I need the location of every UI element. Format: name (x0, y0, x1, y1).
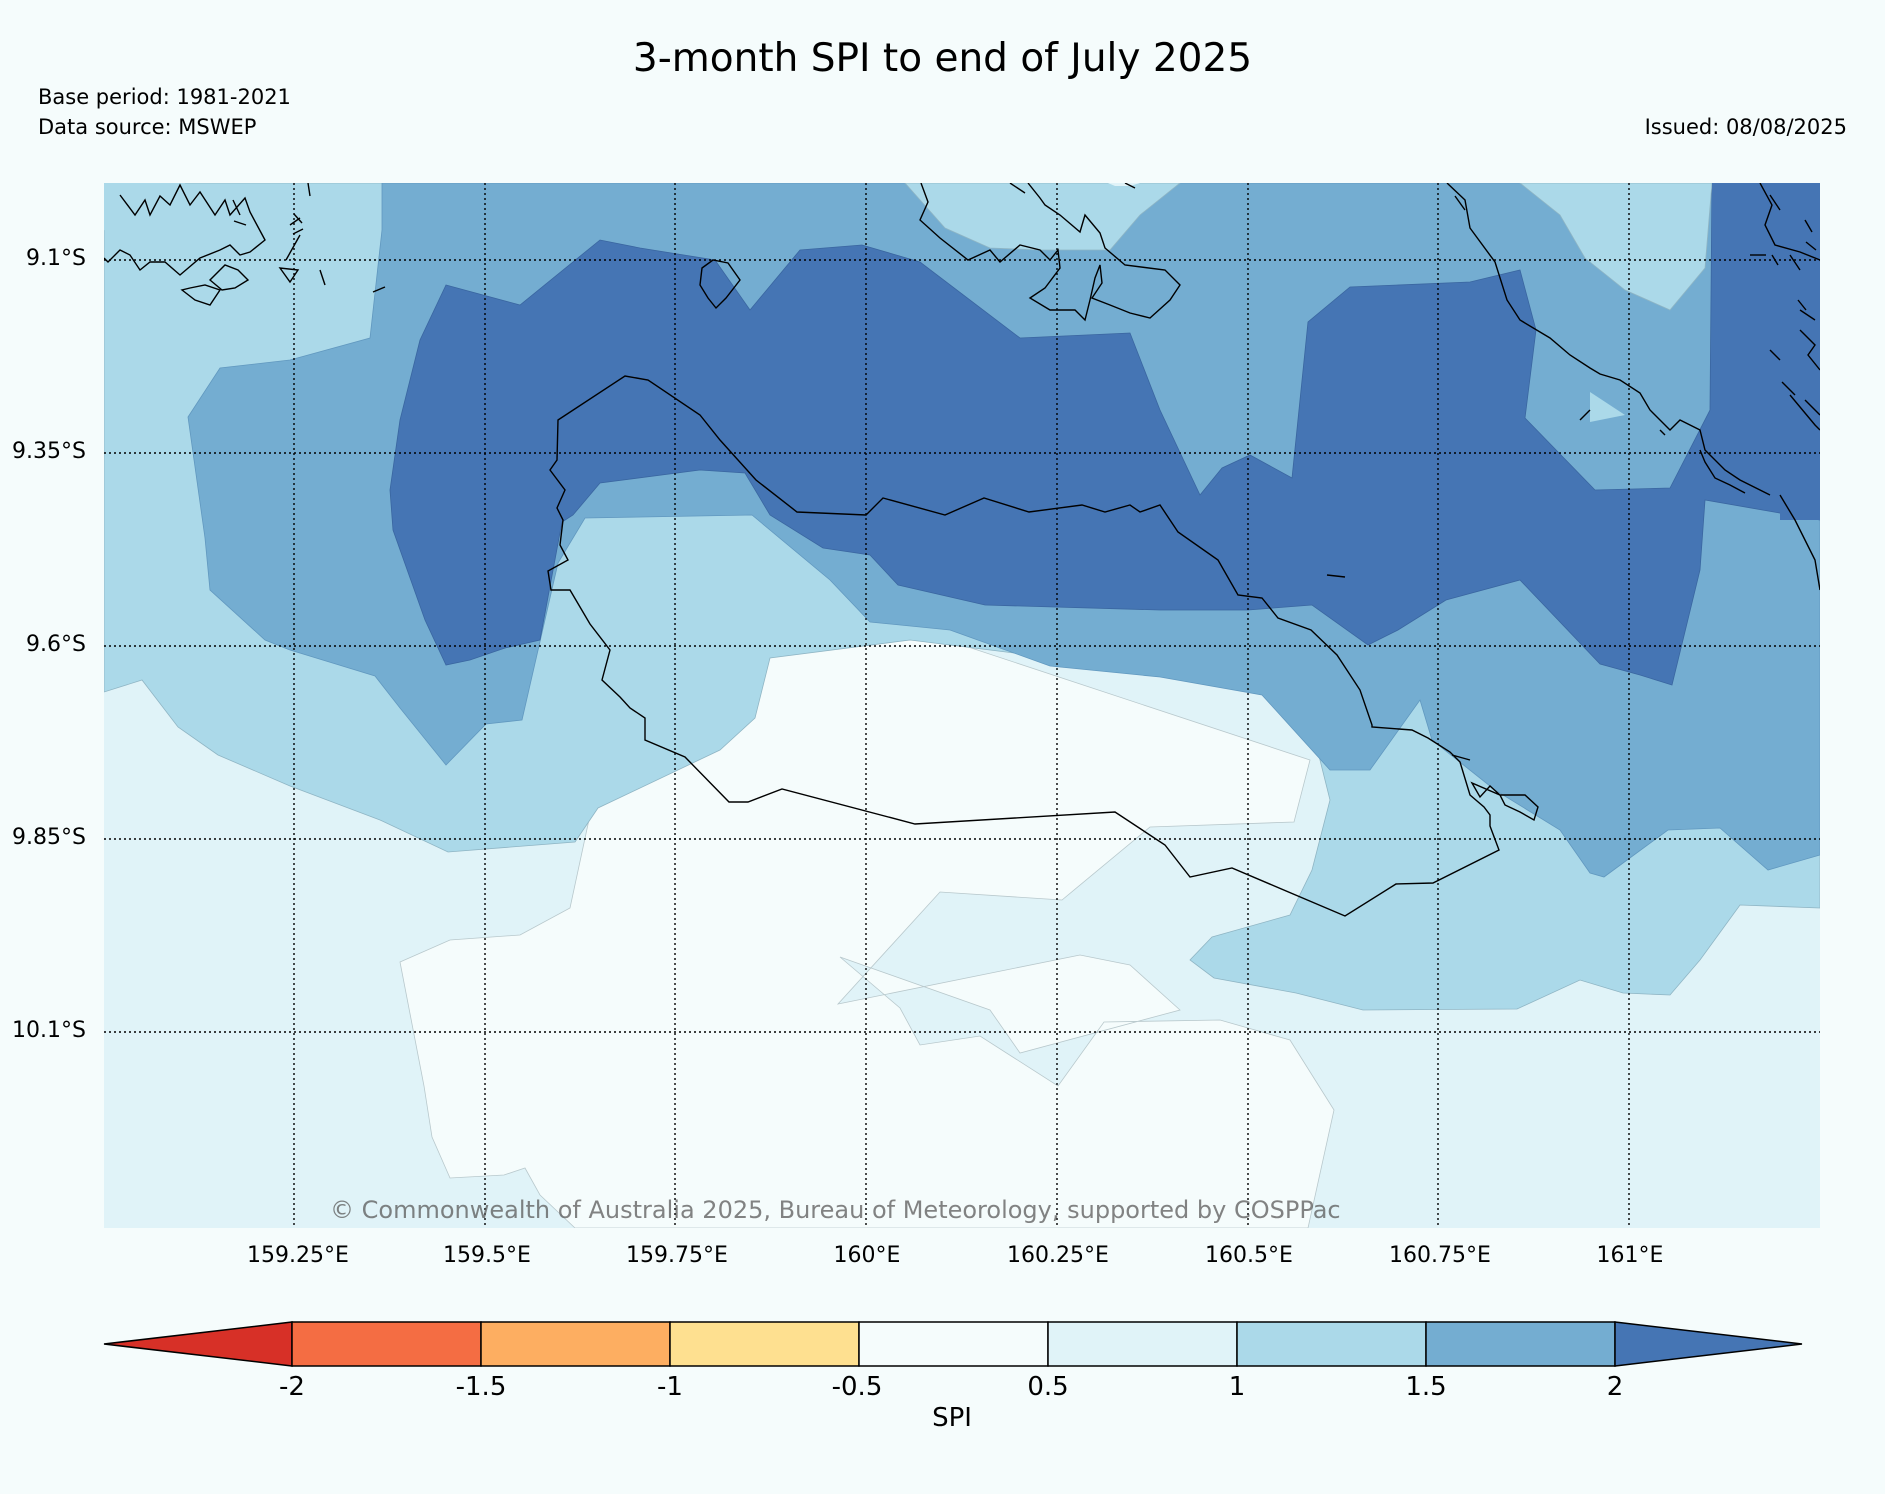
coastline-guadalcanal (547, 375, 1500, 917)
colorbar-seg-4 (858, 1321, 1049, 1367)
coastline-islet-11 (1454, 195, 1466, 211)
longitude-label: 160.25°E (1007, 1243, 1109, 1268)
coastline-west-islet-2 (208, 264, 250, 291)
coastline-islet-16 (1659, 429, 1666, 436)
coastline-islet-32 (1805, 241, 1817, 251)
longitude-label: 159.25°E (247, 1243, 349, 1268)
issued-date-text: Issued: 08/08/2025 (1644, 115, 1847, 139)
colorbar-extend-low (103, 1321, 293, 1367)
latitude-label: 9.85°S (12, 825, 86, 850)
coastline-islet-22 (293, 213, 303, 224)
coastline-islet-26 (1579, 409, 1591, 421)
coastline-islet-3 (1779, 494, 1820, 591)
coastline-layer (104, 183, 1820, 917)
colorbar-extend-high (1614, 1321, 1803, 1367)
colorbar-seg-2 (480, 1321, 671, 1367)
base-period-text: Base period: 1981-2021 (38, 85, 291, 109)
coastline-islet-10 (319, 269, 326, 286)
coastline-islet-9 (372, 286, 386, 293)
colorbar-seg-3 (669, 1321, 860, 1367)
coastline-islet-25 (1781, 381, 1796, 396)
longitude-label: 159.75°E (626, 1243, 728, 1268)
coastline-islet-1 (1470, 781, 1539, 822)
colorbar-seg-6 (1236, 1321, 1427, 1367)
colorbar-tick-label: 1.5 (1405, 1372, 1447, 1402)
latitude-label: 9.1°S (26, 246, 86, 271)
longitude-label: 160.75°E (1389, 1243, 1491, 1268)
coastline-west-islet-3 (278, 267, 300, 284)
coastline-islet-14 (307, 183, 311, 197)
coastline-islet-19 (285, 234, 301, 261)
coastline-nggela (919, 183, 1181, 322)
coastline-islet-24 (233, 220, 247, 226)
coastline-islet-29 (1799, 309, 1816, 321)
colorbar-seg-7 (1425, 1321, 1616, 1367)
coastline-islet-13 (1769, 194, 1781, 211)
spi-band-above-2 (389, 183, 1820, 686)
colorbar-tick-label: -1.5 (455, 1372, 507, 1402)
graticule (104, 183, 1820, 1228)
contour-fill-layer (104, 183, 1820, 1228)
coastline-islet-6 (1789, 394, 1820, 431)
longitude-label: 160.5°E (1205, 1243, 1293, 1268)
colorbar (103, 1321, 1803, 1367)
colorbar-tick-label: 1 (1228, 1372, 1246, 1402)
coastline-islet-18 (1124, 183, 1136, 189)
coastline-islet-2 (1699, 449, 1746, 494)
copyright-notice: © Commonwealth of Australia 2025, Bureau… (330, 1196, 1341, 1224)
colorbar-seg-1 (291, 1321, 482, 1367)
map-title: 3-month SPI to end of July 2025 (632, 36, 1253, 81)
spi-band-above-2-east (1712, 183, 1820, 520)
coastline-west-islet-1 (180, 284, 222, 306)
latitude-label: 9.6°S (26, 632, 86, 657)
colorbar-tick-label: 0.5 (1027, 1372, 1069, 1402)
colorbar-tick-label: -1 (657, 1372, 683, 1402)
coastline-islet-4 (1759, 183, 1820, 261)
colorbar-label: SPI (932, 1403, 972, 1433)
coastline-islet-17 (1009, 183, 1026, 194)
spi-band-1-1.5-islet (1590, 392, 1625, 422)
colorbar-tick-label: -0.5 (831, 1372, 883, 1402)
spi-band-1-1.5-top (904, 183, 1181, 251)
coastline-islet-7 (1326, 574, 1346, 578)
coastline-islet-12 (1804, 219, 1813, 233)
latitude-label: 9.35°S (12, 439, 86, 464)
coastline-islet-15 (1804, 399, 1820, 416)
colorbar-tick-label: 2 (1606, 1372, 1624, 1402)
latitude-label: 10.1°S (12, 1018, 86, 1043)
coastline-islet-27 (1769, 349, 1781, 361)
coastline-islet-28 (1797, 299, 1807, 311)
longitude-label: 159.5°E (443, 1243, 531, 1268)
colorbar-seg-5 (1047, 1321, 1238, 1367)
coastline-islet-8 (1451, 754, 1471, 761)
colorbar-tick-label: -2 (279, 1372, 305, 1402)
spi-band-0.5-1-patch (1108, 183, 1140, 186)
coastline-malaita (1446, 183, 1771, 496)
data-source-text: Data source: MSWEP (38, 115, 257, 139)
longitude-label: 160°E (833, 1243, 901, 1268)
spi-band-1-1.5-right (1519, 183, 1713, 311)
coastline-west-tip (104, 183, 266, 276)
longitude-label: 161°E (1596, 1243, 1664, 1268)
coastline-small-island (699, 259, 741, 310)
coastline-islet-30 (1789, 254, 1801, 271)
coastline-islet-5 (1799, 329, 1820, 371)
